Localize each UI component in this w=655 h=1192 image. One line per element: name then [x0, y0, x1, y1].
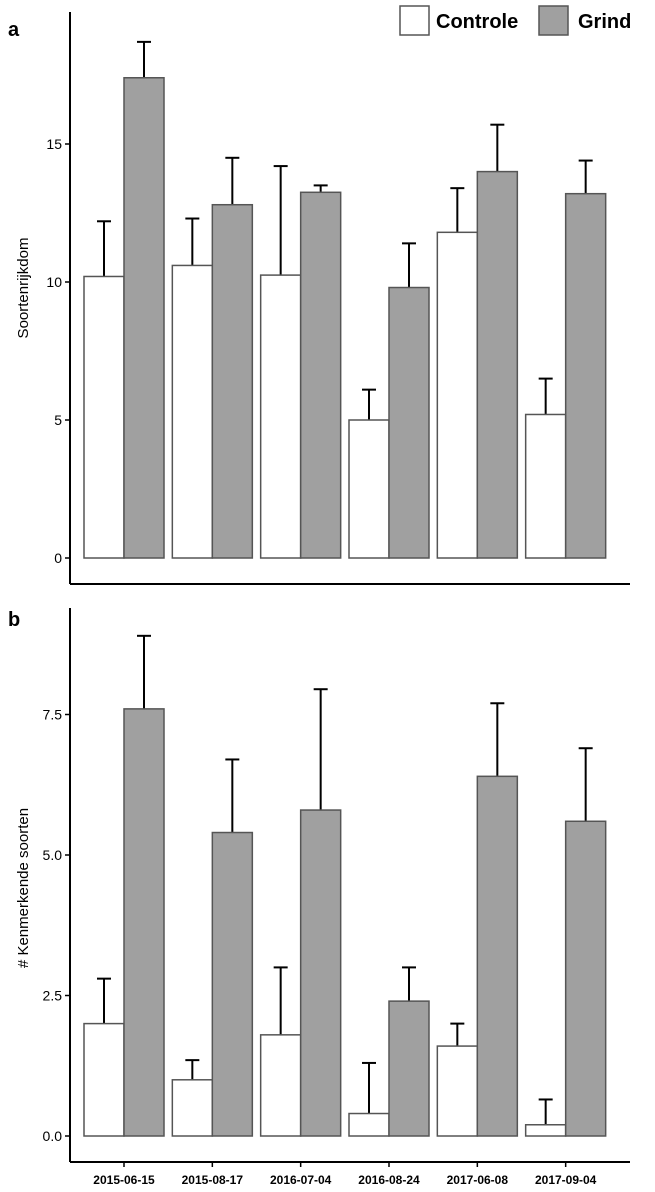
- panel-b: b # Kenmerkende soorten 0.0 2.5 5.0 7.5 2015…: [8, 608, 630, 1187]
- y-tick-label-b: 2.5: [43, 988, 63, 1004]
- bar-b-controle: [259, 1034, 302, 1137]
- bar-b-controle: [171, 1079, 214, 1137]
- legend-swatch-grind: [538, 5, 569, 36]
- bar-b-grind: [123, 708, 165, 1137]
- bar-a-controle: [524, 413, 567, 559]
- bar-b-grind: [564, 820, 607, 1137]
- bar-b-controle: [524, 1124, 567, 1137]
- bar-b-grind: [388, 1000, 430, 1137]
- y-tick-label-a: 10: [46, 274, 62, 290]
- bar-a-controle: [259, 274, 302, 559]
- panel-a: a Soortenrijkdom 0 5 10 15: [8, 12, 630, 585]
- legend: Controle Grind: [399, 5, 631, 36]
- bar-b-grind: [476, 775, 519, 1137]
- bar-b-grind: [211, 831, 254, 1137]
- bar-a-grind: [564, 192, 607, 559]
- y-tick-label-b: 5.0: [43, 847, 63, 863]
- bar-a-grind: [123, 77, 165, 559]
- x-tick-label-b: 2015-08-17: [182, 1173, 244, 1187]
- bar-a-controle: [83, 275, 125, 559]
- x-tick-label-b: 2017-06-08: [447, 1173, 509, 1187]
- y-tick-label-a: 0: [54, 550, 62, 566]
- legend-label-grind: Grind: [578, 11, 631, 33]
- y-tick-label-a: 5: [54, 412, 62, 428]
- bar-a-controle: [436, 231, 479, 559]
- bar-a-grind: [476, 170, 519, 559]
- x-tick-label-b: 2017-09-04: [535, 1173, 597, 1187]
- x-tick-label-b: 2015-06-15: [93, 1173, 155, 1187]
- y-tick-label-b: 7.5: [43, 707, 63, 723]
- bar-a-grind: [299, 191, 342, 559]
- bar-a-controle: [348, 419, 390, 559]
- panel-label-a: a: [8, 19, 20, 41]
- legend-swatch-controle: [399, 5, 430, 36]
- bar-b-controle: [83, 1022, 125, 1137]
- bar-b-grind: [299, 809, 342, 1137]
- bar-a-grind: [388, 286, 430, 559]
- bar-a-grind: [211, 203, 254, 559]
- x-tick-label-b: 2016-07-04: [270, 1173, 332, 1187]
- panel-label-b: b: [8, 609, 20, 631]
- bar-b-controle: [348, 1112, 390, 1137]
- y-tick-label-b: 0.0: [43, 1128, 63, 1144]
- y-axis-title-a: Soortenrijkdom: [15, 238, 32, 339]
- bar-a-controle: [171, 264, 214, 559]
- y-axis-title-b: # Kenmerkende soorten: [15, 808, 32, 968]
- legend-label-controle: Controle: [436, 11, 518, 33]
- y-tick-label-a: 15: [46, 136, 62, 152]
- bar-b-controle: [436, 1045, 479, 1137]
- x-tick-label-b: 2016-08-24: [358, 1173, 420, 1187]
